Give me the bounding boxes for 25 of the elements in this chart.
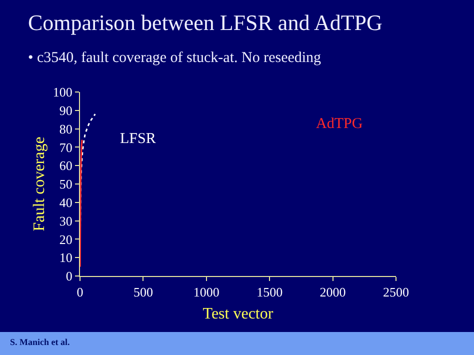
y-tick-label: 40 bbox=[59, 194, 72, 210]
y-tick-label: 80 bbox=[59, 121, 72, 136]
y-tick-label: 90 bbox=[59, 102, 72, 118]
text: AdTPG bbox=[316, 116, 363, 132]
x-tick-label: 1500 bbox=[256, 284, 283, 300]
x-tick-label: 1000 bbox=[193, 284, 220, 300]
y-tick-label: 10 bbox=[59, 250, 72, 266]
y-tick-label: 100 bbox=[52, 84, 72, 100]
y-tick-label: 0 bbox=[66, 268, 72, 284]
y-tick-label: 20 bbox=[59, 232, 72, 247]
y-tick-label: 70 bbox=[59, 140, 72, 155]
x-tick-label: 0 bbox=[76, 284, 84, 300]
x-tick-label: 500 bbox=[133, 284, 153, 300]
text: S. Manich et al. bbox=[10, 337, 70, 347]
x-tick-label: 2000 bbox=[320, 284, 346, 300]
y-tick-label: 60 bbox=[59, 158, 72, 174]
chart-title: Comparison between LFSR and AdTPG bbox=[28, 10, 382, 36]
y-axis-title: Fault coverage bbox=[30, 136, 48, 232]
x-axis-title: Test vector bbox=[202, 305, 274, 322]
y-tick-label: 50 bbox=[59, 176, 72, 192]
x-tick-label: 2500 bbox=[383, 284, 409, 300]
text: LFSR bbox=[120, 131, 156, 147]
y-tick-label: 30 bbox=[59, 213, 72, 228]
line-series bbox=[80, 139, 83, 268]
chart-subtitle: • c3540, fault coverage of stuck-at. No reseeding bbox=[28, 50, 322, 67]
